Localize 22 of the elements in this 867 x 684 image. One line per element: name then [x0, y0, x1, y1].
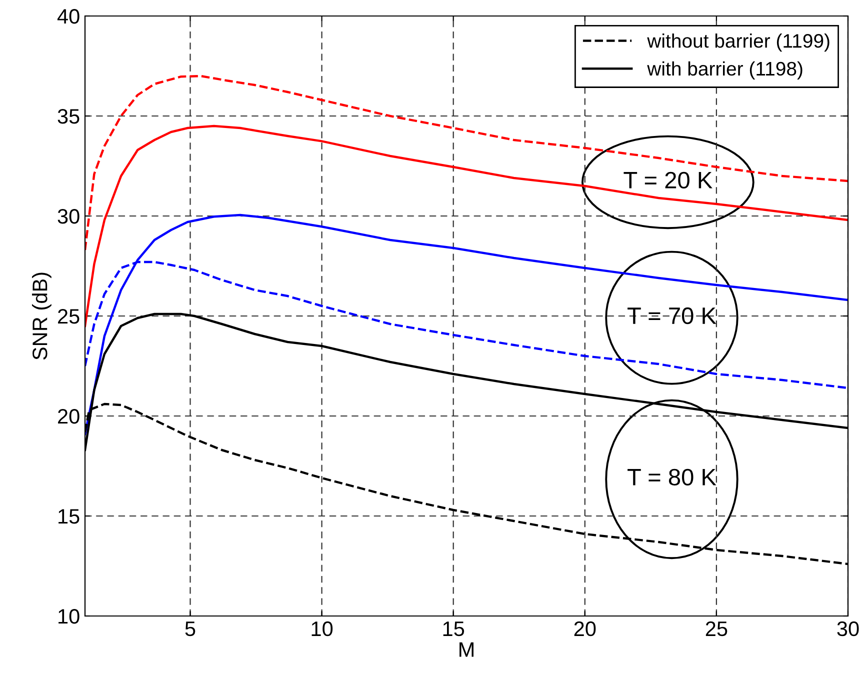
x-tick-label: 15 — [443, 622, 464, 636]
x-axis-title: M — [460, 642, 474, 657]
legend-label: without barrier (1199) — [647, 34, 830, 52]
line-series — [85, 124, 848, 328]
y-axis-title: SNR (dB) — [32, 272, 52, 360]
x-tick-label: 25 — [706, 621, 728, 636]
x-tick-label: 10 — [312, 621, 333, 636]
x-tick-label: 5 — [185, 622, 196, 636]
y-tick-label: 20 — [58, 409, 80, 424]
y-tick-label: 15 — [58, 509, 80, 524]
x-tick-label: 20 — [574, 621, 596, 636]
annotation: T = 80 K — [628, 468, 716, 486]
annotation: T = 70 K — [628, 307, 716, 324]
y-tick-label: 25 — [58, 309, 80, 324]
legend-label: with barrier (1198) — [647, 61, 802, 80]
y-tick-label: 30 — [58, 209, 80, 224]
y-tick-label: 10 — [58, 609, 80, 624]
y-tick-label: 35 — [58, 109, 80, 124]
x-tick-label: 30 — [837, 621, 859, 636]
y-tick-label: 40 — [57, 9, 80, 24]
line-series — [85, 214, 848, 436]
annotation: T = 20 K — [624, 172, 712, 189]
